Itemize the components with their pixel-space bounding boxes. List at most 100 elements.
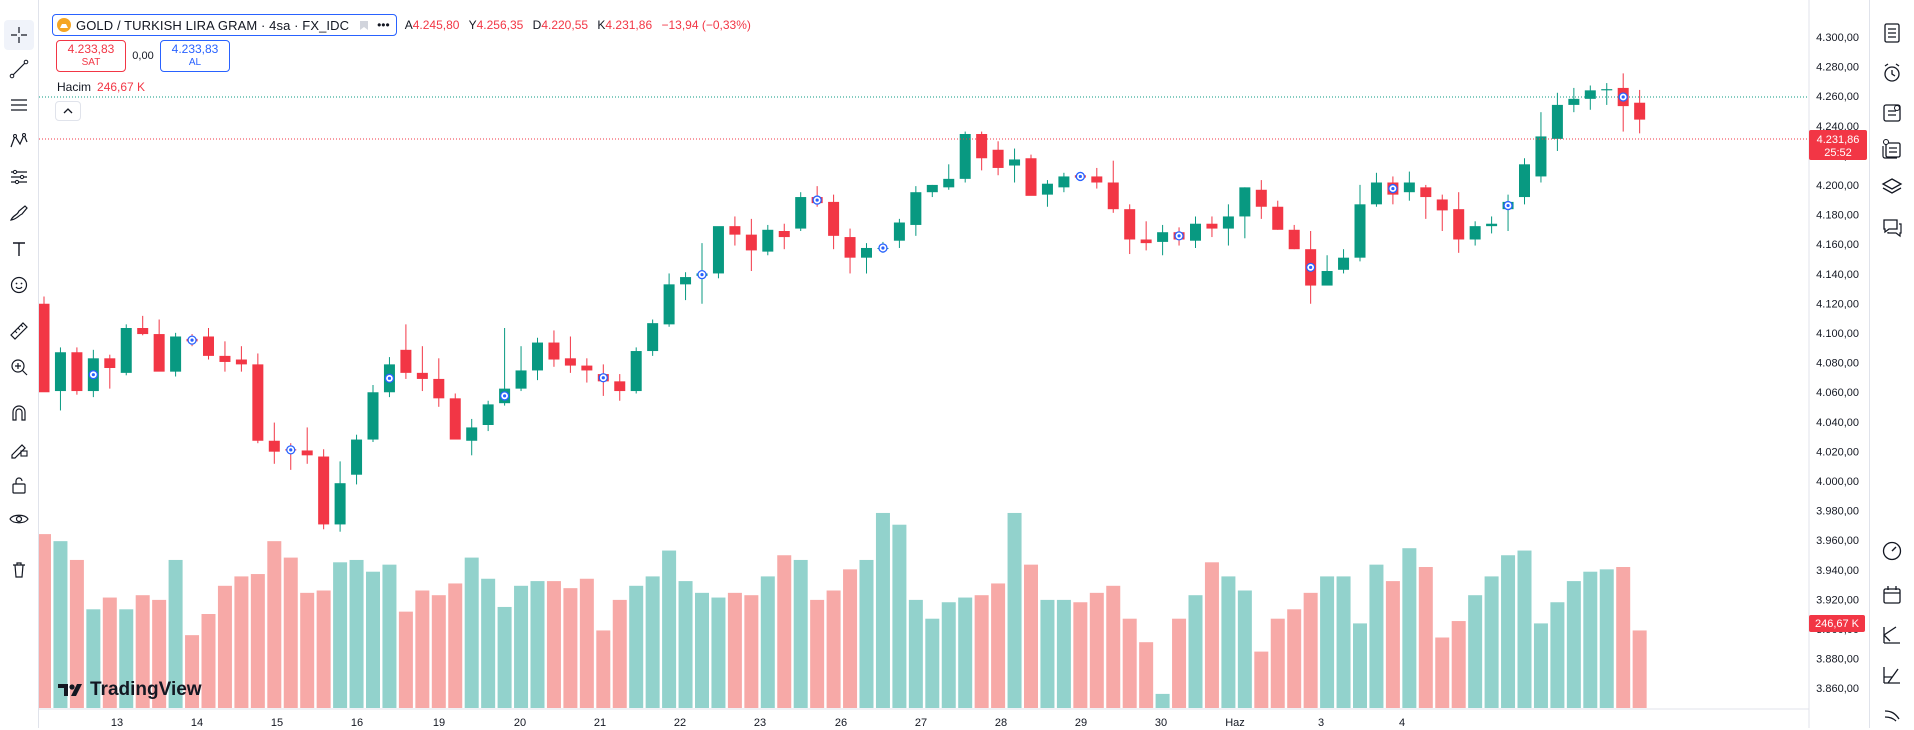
lock-drawings-icon[interactable] — [4, 470, 34, 500]
time-tick-label: 30 — [1155, 717, 1167, 728]
candle-body — [219, 355, 231, 362]
tradingview-logo[interactable]: TradingView — [58, 679, 202, 701]
data-window-icon[interactable] — [1877, 98, 1907, 128]
volume-label: Hacim — [57, 80, 92, 94]
candle-body — [1420, 187, 1432, 198]
volume-bar — [135, 595, 150, 708]
hide-drawings-eye-icon[interactable] — [4, 504, 34, 534]
layers-icon[interactable] — [1877, 172, 1907, 202]
open-value: 4.245,80 — [412, 18, 460, 32]
volume-bar — [1435, 637, 1450, 708]
event-marker-dot — [1621, 95, 1625, 99]
volume-bar — [201, 614, 216, 708]
trash-icon[interactable] — [4, 554, 34, 584]
pine-editor-icon[interactable] — [1877, 660, 1907, 690]
text-tool-icon[interactable] — [4, 234, 34, 264]
volume-bar — [629, 585, 644, 708]
time-axis[interactable]: 13 14 15 16 19 20 21 22 23 26 27 28 29 30 Haz 3 4 — [111, 717, 1405, 728]
volume-bar — [793, 559, 808, 708]
candle-body — [943, 178, 955, 188]
event-marker-dot — [601, 376, 605, 380]
tradingview-wordmark: TradingView — [90, 679, 202, 700]
low-value: 4.220,55 — [541, 18, 589, 32]
strategy-tester-icon[interactable] — [1877, 620, 1907, 650]
time-tick-label: 29 — [1075, 717, 1087, 728]
right-sidebar — [1869, 0, 1914, 728]
emoji-tool-icon[interactable] — [4, 270, 34, 300]
price-chart[interactable]: 4.300,004.280,004.260,004.240,004.220,00… — [39, 0, 1870, 728]
price-axis[interactable]: 4.300,004.280,004.260,004.240,004.220,00… — [1816, 32, 1859, 695]
volume-bar — [69, 559, 84, 708]
sell-button[interactable]: 4.233,83 SAT — [56, 40, 126, 72]
volume-bar — [1451, 621, 1466, 708]
prediction-tool-icon[interactable] — [4, 162, 34, 192]
more-options-icon[interactable]: ••• — [377, 18, 390, 32]
volume-bar — [760, 576, 775, 708]
event-marker-dot — [815, 198, 819, 202]
pattern-tool-icon[interactable] — [4, 126, 34, 156]
news-feed-icon[interactable] — [1877, 134, 1907, 164]
volume-bar — [1270, 618, 1285, 708]
buy-button[interactable]: 4.233,83 AL — [160, 40, 230, 72]
candle-body — [39, 303, 50, 393]
volume-bar — [398, 611, 413, 708]
symbol-selector[interactable]: GOLD / TURKISH LIRA GRAM · 4sa · FX_IDC … — [52, 14, 397, 36]
volume-bar — [810, 599, 825, 708]
forward-arrows-icon[interactable] — [1877, 700, 1907, 730]
volume-bar — [826, 590, 841, 708]
price-tick-label: 3.920,00 — [1816, 594, 1859, 606]
ruler-tool-icon[interactable] — [4, 316, 34, 346]
calendar-icon[interactable] — [1877, 580, 1907, 610]
candle-body — [1469, 226, 1481, 240]
candlesticks — [39, 73, 1646, 532]
collapse-legend-button[interactable] — [55, 101, 81, 121]
stay-in-drawing-mode-icon[interactable] — [4, 434, 34, 464]
candle-body — [778, 231, 790, 238]
volume-bar — [1106, 585, 1121, 708]
candle-body — [1354, 204, 1366, 258]
candle-body — [318, 456, 330, 525]
time-tick-label: 27 — [915, 717, 927, 728]
flag-icon[interactable] — [359, 20, 369, 31]
alarm-clock-icon[interactable] — [1877, 58, 1907, 88]
crosshair-tool-icon[interactable] — [4, 20, 34, 50]
price-tick-label: 4.260,00 — [1816, 91, 1859, 103]
watchlist-icon[interactable] — [1877, 18, 1907, 48]
volume-bar — [234, 576, 249, 708]
volume-bar — [662, 550, 677, 708]
speedometer-icon[interactable] — [1877, 536, 1907, 566]
brush-tool-icon[interactable] — [4, 198, 34, 228]
magnet-icon[interactable] — [4, 398, 34, 428]
close-value: 4.231,86 — [605, 18, 653, 32]
volume-bar — [349, 559, 364, 708]
volume-bar — [1616, 567, 1631, 708]
event-marker-dot — [1391, 186, 1395, 191]
event-marker-dot — [289, 448, 293, 452]
candle-body — [235, 359, 247, 365]
candle-body — [449, 398, 461, 440]
volume-bar — [1122, 618, 1137, 708]
candle-body — [482, 404, 494, 425]
volume-bar — [974, 595, 989, 708]
candle-body — [1058, 176, 1070, 188]
volume-bar — [1089, 592, 1104, 708]
candle-body — [466, 427, 478, 441]
volume-bar — [448, 583, 463, 708]
close-label: K — [597, 18, 606, 32]
price-tick-label: 4.080,00 — [1816, 358, 1859, 370]
candle-body — [893, 222, 905, 241]
event-marker-dot — [1506, 203, 1510, 208]
candle-body — [433, 378, 445, 399]
volume-bar — [859, 559, 874, 708]
candle-body — [1403, 182, 1415, 193]
zoom-in-icon[interactable] — [4, 352, 34, 382]
candle-body — [1453, 209, 1465, 240]
chat-icon[interactable] — [1877, 212, 1907, 242]
volume-bar — [481, 578, 496, 708]
fib-retracement-tool-icon[interactable] — [4, 90, 34, 120]
high-value: 4.256,35 — [476, 18, 524, 32]
candle-body — [1206, 223, 1218, 229]
price-tick-label: 4.060,00 — [1816, 387, 1859, 399]
trend-line-tool-icon[interactable] — [4, 54, 34, 84]
candle-body — [1535, 136, 1547, 177]
